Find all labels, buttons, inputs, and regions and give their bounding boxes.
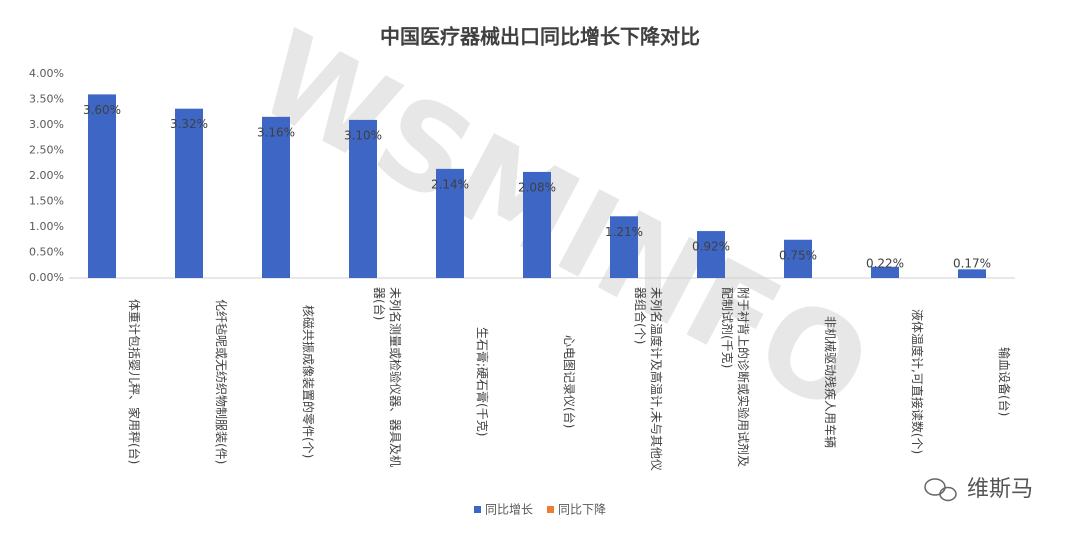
data-label: 0.22%	[866, 257, 904, 271]
chart-title: 中国医疗器械出口同比增长下降对比	[380, 25, 700, 49]
bar	[697, 231, 725, 278]
x-tick-text: 非机械驱动残疾人用车辆	[823, 315, 837, 448]
x-tick-label: 化纤毡呢或无纺织物制服装(件)	[214, 299, 228, 465]
legend-swatch	[474, 506, 481, 513]
bar	[262, 116, 290, 278]
y-tick-label: 2.50%	[29, 144, 64, 157]
bar	[88, 94, 116, 279]
data-label: 0.92%	[692, 240, 730, 254]
x-tick-text: 生石膏;硬石膏(千克)	[475, 327, 489, 437]
brand-icon	[924, 478, 957, 502]
x-tick-text: 未列名温度计及高温计,未与其他仪器组合(个)	[633, 287, 663, 471]
y-tick-label: 4.00%	[29, 67, 64, 80]
x-tick-label: 未列名温度计及高温计,未与其他仪器组合(个)	[633, 287, 663, 471]
x-tick-label: 心电图记录仪(台)	[562, 335, 576, 429]
bar	[610, 216, 638, 278]
x-tick-label: 未列名测量或检验仪器、器具及机器(台)	[372, 287, 402, 468]
x-tick-text: 体重计包括婴儿秤、家用秤(台)	[127, 299, 141, 465]
x-tick-text: 心电图记录仪(台)	[562, 335, 576, 429]
data-label: 0.17%	[953, 257, 991, 271]
x-tick-label: 核磁共振成像装置的零件(个)	[301, 305, 315, 459]
y-tick-label: 1.50%	[29, 195, 64, 208]
data-label: 3.32%	[170, 117, 208, 131]
data-label: 2.08%	[518, 180, 556, 194]
data-label: 0.75%	[779, 248, 817, 262]
bar	[523, 171, 551, 278]
x-tick-text: 附于衬背上的诊断或实验用试剂及配制试剂(千克)	[720, 287, 750, 468]
legend-label: 同比下降	[558, 503, 606, 517]
bar	[958, 269, 986, 278]
data-label: 3.10%	[344, 128, 382, 142]
y-tick-label: 3.50%	[29, 93, 64, 106]
x-tick-text: 化纤毡呢或无纺织物制服装(件)	[214, 299, 228, 465]
bar	[871, 266, 899, 278]
x-tick-text: 液体温度计,可直接读数(个)	[910, 309, 924, 455]
y-tick-label: 0.50%	[29, 246, 64, 259]
bar	[349, 119, 377, 279]
bar	[784, 239, 812, 278]
legend-label: 同比增长	[485, 503, 533, 517]
x-tick-label: 输血设备(台)	[997, 347, 1011, 417]
legend-swatch	[547, 506, 554, 513]
data-label: 2.14%	[431, 177, 469, 191]
y-tick-label: 2.00%	[29, 169, 64, 182]
x-tick-text: 输血设备(台)	[997, 347, 1011, 417]
y-tick-label: 1.00%	[29, 220, 64, 233]
y-tick-label: 3.00%	[29, 118, 64, 131]
x-tick-label: 生石膏;硬石膏(千克)	[475, 327, 489, 437]
bar	[436, 168, 464, 278]
data-label: 1.21%	[605, 225, 643, 239]
x-tick-label: 液体温度计,可直接读数(个)	[910, 309, 924, 455]
bar	[175, 108, 203, 279]
data-label: 3.16%	[257, 125, 295, 139]
brand: 维斯马	[967, 477, 1033, 502]
data-label: 3.60%	[83, 103, 121, 117]
x-tick-label: 体重计包括婴儿秤、家用秤(台)	[127, 299, 141, 465]
y-tick-label: 0.00%	[29, 271, 64, 284]
x-tick-text: 未列名测量或检验仪器、器具及机器(台)	[372, 287, 402, 468]
x-tick-label: 附于衬背上的诊断或实验用试剂及配制试剂(千克)	[720, 287, 750, 468]
x-tick-label: 非机械驱动残疾人用车辆	[823, 315, 837, 448]
x-tick-text: 核磁共振成像装置的零件(个)	[301, 305, 315, 459]
